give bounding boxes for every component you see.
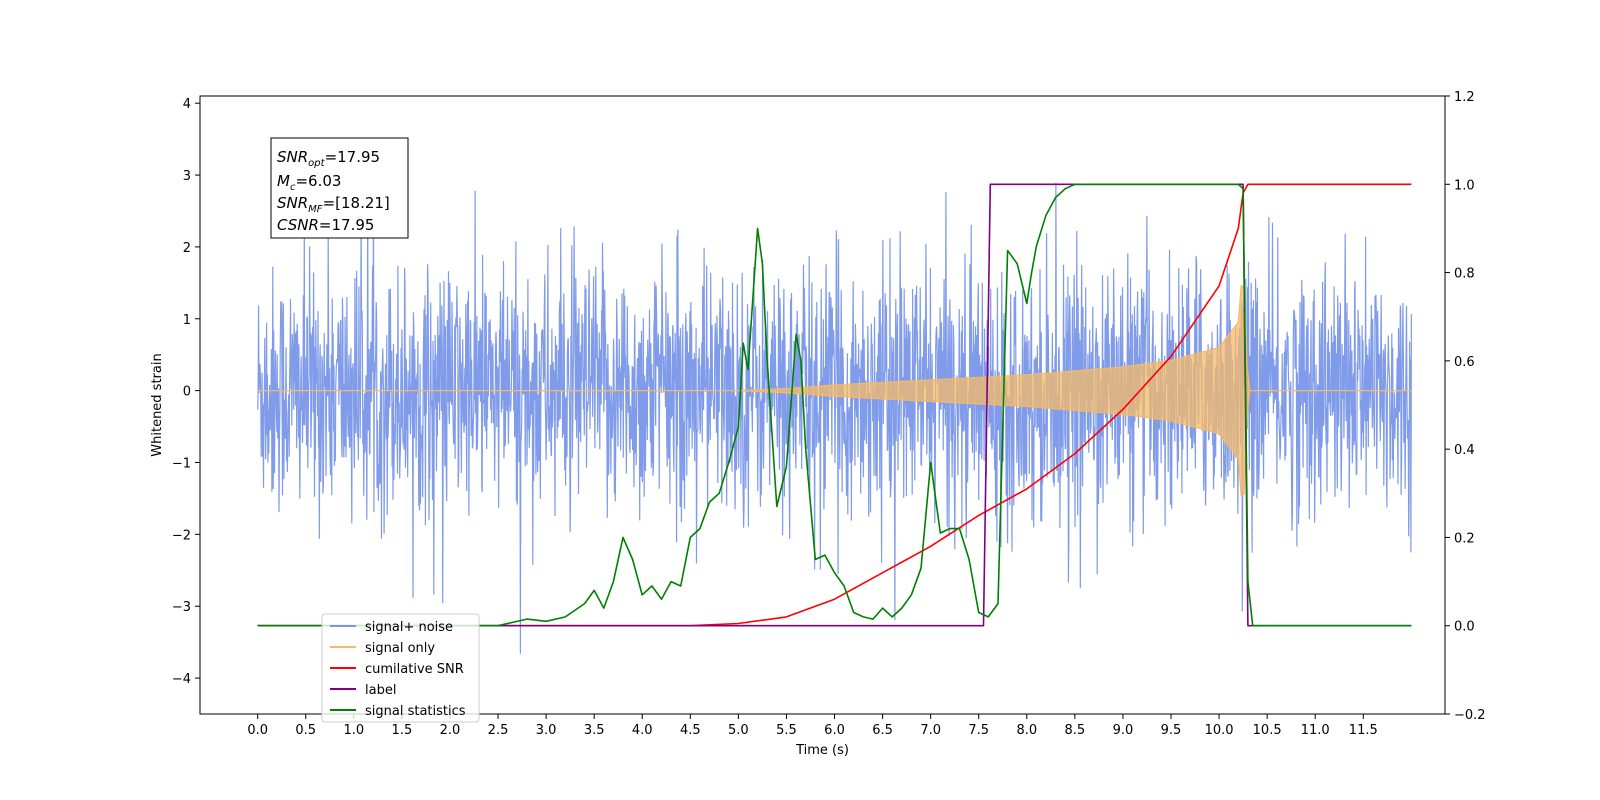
x-tick-label: 6.0 [824,723,845,738]
y-tick-label-right: 1.0 [1454,178,1475,193]
annotation-snr-mf: SNRMF=[18.21] [277,194,390,215]
legend-entry-signal-noise: signal+ noise [330,620,453,635]
series-layer [257,158,1412,654]
x-tick-label: 7.5 [968,723,989,738]
x-tick-label: 3.5 [584,723,605,738]
x-tick-label: 5.5 [776,723,797,738]
x-axis: 0.0 0.5 1.0 1.5 2.0 2.5 3.0 3.5 4.0 4.5 5.0 5.5 6.0 6… [247,714,1378,738]
y-axis-left-label: Whitened strain [150,353,165,456]
x-tick-label: 9.0 [1113,723,1134,738]
x-tick-label: 7.0 [920,723,941,738]
x-tick-label: 3.0 [536,723,557,738]
x-tick-label: 10.5 [1253,723,1282,738]
x-tick-label: 1.0 [343,723,364,738]
legend-entry-signal-only: signal only [330,641,435,656]
x-tick-label: 11.0 [1301,723,1330,738]
annotation-mc: Mc=6.03 [277,172,341,193]
series-cumulative-snr [257,183,1412,627]
legend-label-signal-noise: signal+ noise [365,620,453,635]
y-tick-label-right: 0.4 [1454,443,1475,458]
legend-label-label: label [365,683,396,698]
annotation-box: SNRopt=17.95 Mc=6.03 SNRMF=[18.21] CSNR=… [270,137,409,239]
legend: signal+ noise signal only cumilative SNR… [321,613,480,723]
x-tick-label: 8.0 [1016,723,1037,738]
annotation-csnr: CSNR=17.95 [277,216,374,234]
annotation-snr-opt: SNRopt=17.95 [277,148,380,169]
legend-entry-label: label [330,683,396,698]
plot-frame [199,95,1446,715]
y-tick-label-left: −2 [172,528,191,543]
y-axis-left: 4 3 2 1 0 −1 −2 −3 −4 [172,97,200,687]
y-axis-right: 1.2 1.0 0.8 0.6 0.4 0.2 0.0 −0.2 [1445,90,1486,723]
x-tick-label: 1.5 [392,723,413,738]
y-tick-label-left: 3 [183,169,191,184]
annotation-frame [270,137,409,239]
y-tick-label-left: 0 [183,385,191,400]
x-tick-label: 11.5 [1349,723,1378,738]
y-tick-label-left: −1 [172,456,191,471]
x-tick-label: 0.5 [295,723,316,738]
x-tick-label: 0.0 [247,723,268,738]
legend-label-signal-only: signal only [365,641,435,656]
x-tick-label: 2.5 [488,723,509,738]
x-tick-label: 10.0 [1205,723,1234,738]
x-tick-label: 2.0 [440,723,461,738]
x-tick-label: 5.0 [728,723,749,738]
y-tick-label-left: 4 [183,97,191,112]
legend-label-cumulative-snr: cumilative SNR [365,662,464,677]
x-tick-label: 6.5 [872,723,893,738]
x-tick-label: 9.5 [1161,723,1182,738]
y-tick-label-left: −3 [172,600,191,615]
series-signal-statistics [257,183,1412,627]
y-tick-label-right: −0.2 [1454,708,1486,723]
legend-entry-cumulative-snr: cumilative SNR [330,662,464,677]
x-tick-label: 4.0 [632,723,653,738]
x-axis-label: Time (s) [795,743,849,758]
y-tick-label-right: 1.2 [1454,90,1475,105]
y-tick-label-right: 0.0 [1454,620,1475,635]
legend-label-signal-statistics: signal statistics [365,704,466,719]
series-signal-only [257,284,1412,497]
y-tick-label-left: −4 [172,672,191,687]
y-tick-label-right: 0.8 [1454,267,1475,282]
legend-frame [321,613,480,723]
y-tick-label-left: 1 [183,313,191,328]
y-tick-label-left: 2 [183,241,191,256]
x-tick-label: 8.5 [1065,723,1086,738]
y-tick-label-right: 0.2 [1454,531,1475,546]
y-tick-label-right: 0.6 [1454,355,1475,370]
x-tick-label: 4.5 [680,723,701,738]
legend-entry-signal-statistics: signal statistics [330,704,466,719]
